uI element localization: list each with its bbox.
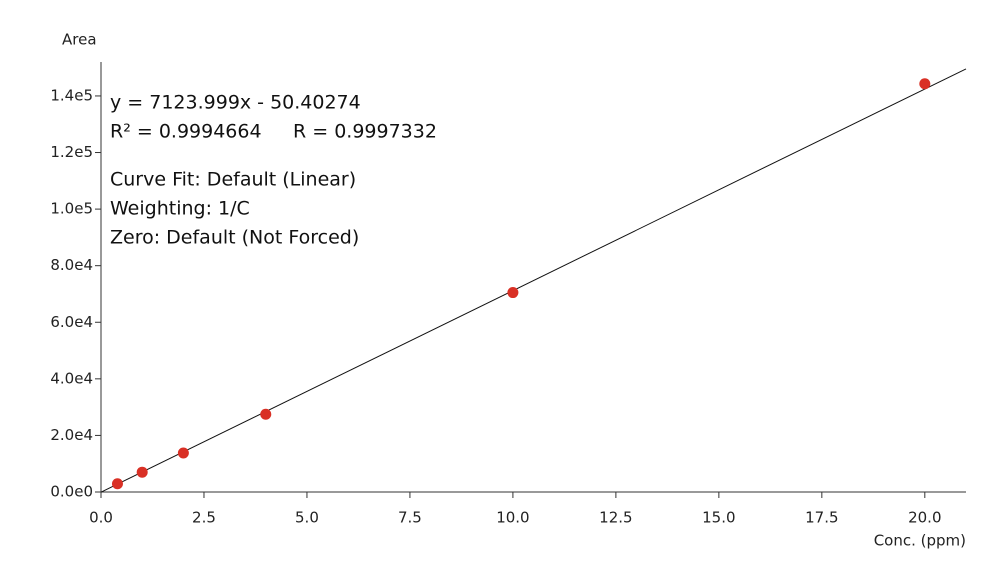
y-tick-label: 0.0e0 (50, 483, 93, 501)
y-tick-label: 8.0e4 (50, 256, 93, 274)
x-tick-label: 17.5 (805, 509, 838, 527)
data-point (919, 78, 931, 90)
x-tick-label: 15.0 (702, 509, 735, 527)
y-tick-label: 2.0e4 (50, 426, 93, 444)
y-axis-label: Area (62, 31, 97, 49)
annotation: Curve Fit: Default (Linear) (110, 169, 356, 191)
data-point (507, 287, 519, 299)
x-tick-label: 12.5 (599, 509, 632, 527)
data-point (111, 478, 123, 490)
annotation: R = 0.9997332 (293, 121, 437, 143)
y-tick-label: 1.0e5 (50, 200, 93, 218)
x-tick-label: 5.0 (295, 509, 319, 527)
annotation: y = 7123.999x - 50.40274 (110, 92, 361, 114)
y-tick-label: 1.2e5 (50, 143, 93, 161)
x-tick-label: 7.5 (398, 509, 422, 527)
x-tick-label: 10.0 (496, 509, 529, 527)
x-axis-label: Conc. (ppm) (874, 532, 966, 550)
y-tick-label: 4.0e4 (50, 369, 93, 387)
x-tick-label: 20.0 (908, 509, 941, 527)
annotation: R² = 0.9994664 (110, 121, 262, 143)
fit-line (100, 68, 967, 493)
data-point (136, 466, 148, 478)
y-tick-label: 6.0e4 (50, 313, 93, 331)
data-point (260, 408, 272, 420)
data-point (177, 447, 189, 459)
x-tick-label: 2.5 (192, 509, 216, 527)
y-tick-label: 1.4e5 (50, 86, 93, 104)
annotation: Zero: Default (Not Forced) (110, 227, 359, 249)
annotation: Weighting: 1/C (110, 198, 250, 220)
x-tick-label: 0.0 (89, 509, 113, 527)
